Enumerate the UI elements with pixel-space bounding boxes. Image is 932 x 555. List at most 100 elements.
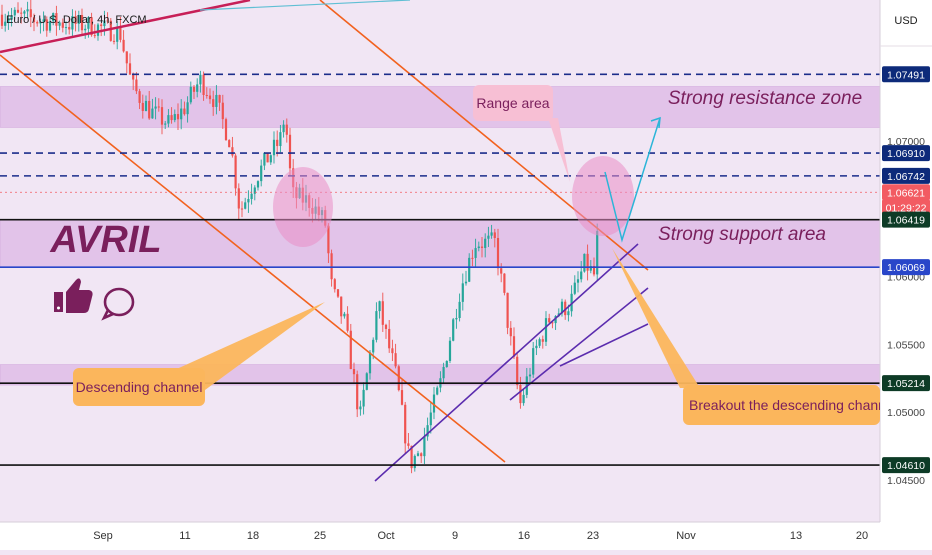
candle-body (436, 387, 439, 395)
candle-body (490, 232, 493, 236)
candle-body (138, 91, 141, 103)
candle-body (208, 95, 212, 100)
top-trendline (0, 0, 251, 54)
month-text: AVRIL (49, 219, 161, 261)
highlight-circle (572, 156, 634, 236)
x-tick-label: 20 (856, 530, 868, 542)
candle-body (452, 319, 455, 341)
candle-body (564, 301, 567, 316)
candle-body (29, 9, 32, 18)
candle-body (580, 271, 583, 280)
price-label-bg (882, 211, 930, 228)
candle-body (336, 289, 340, 297)
candle-body (570, 293, 573, 312)
speech-bubble-tail (101, 309, 114, 321)
candle-body (180, 108, 183, 120)
candle-body (157, 106, 160, 108)
candle-body (176, 114, 180, 120)
range-area-pointer (548, 118, 570, 182)
candle-body (484, 238, 487, 248)
trendline-1 (374, 243, 639, 482)
candle-body (96, 24, 100, 36)
price-label-bg (882, 259, 930, 276)
candle-body (404, 404, 407, 444)
candle-body (596, 230, 599, 275)
x-tick-label: Nov (676, 530, 696, 542)
candle-body (551, 322, 554, 324)
y-tick-label: 1.07000 (887, 136, 925, 148)
candle-body (250, 193, 253, 200)
candle-body (170, 115, 173, 121)
candle-body (80, 15, 84, 31)
price-label-text: 1.04610 (887, 460, 925, 472)
candle-body (116, 26, 119, 42)
candle-body (423, 436, 426, 457)
candle-body (535, 345, 538, 349)
candle-body (253, 187, 256, 194)
y-tick-label: 1.05000 (887, 407, 925, 419)
candle-body (32, 17, 36, 23)
candle-body (276, 139, 279, 147)
candle-body (13, 9, 16, 16)
price-label-bg (882, 457, 930, 474)
candle-body (109, 20, 112, 41)
candle-body (493, 232, 496, 239)
candle-body (333, 279, 336, 290)
candle-body (356, 374, 359, 410)
candle-body (26, 9, 29, 12)
candle-body (128, 63, 132, 75)
candle-body (413, 455, 416, 469)
candle-body (125, 51, 128, 64)
candle-body (496, 238, 500, 269)
candle-body (343, 313, 346, 317)
candle-body (151, 108, 154, 119)
candle-body (372, 339, 375, 353)
candle-body (445, 360, 448, 367)
candle-body (45, 19, 48, 31)
candle-body (560, 301, 564, 314)
candle-body (132, 74, 135, 80)
candle-body (388, 328, 391, 349)
price-label-bg (882, 167, 930, 184)
candle-body (112, 40, 116, 42)
candle-body (7, 19, 10, 22)
candle-body (391, 348, 394, 354)
candle-body (87, 17, 90, 29)
candle-body (100, 24, 103, 27)
candle-body (487, 235, 490, 239)
candle-body (576, 279, 580, 283)
candle-body (480, 246, 484, 248)
candle-body (16, 9, 20, 13)
breakout-pointer (612, 248, 700, 388)
breakout-label: Breakout the descending channel (683, 385, 880, 425)
candle-body (384, 324, 388, 329)
thumbs-up-icon (54, 278, 93, 313)
candle-body (368, 352, 372, 374)
price-label-bg (882, 199, 930, 216)
candle-body (461, 283, 464, 302)
candle-body (327, 225, 330, 254)
y-tick-label: 1.04500 (887, 475, 925, 487)
candle-body (471, 257, 474, 259)
x-tick-label: 16 (518, 530, 530, 542)
candle-body (52, 13, 55, 22)
candle-body (48, 21, 52, 31)
candle-body (349, 330, 352, 370)
candle-body (528, 374, 532, 377)
candle-body (215, 94, 218, 107)
candle-body (429, 412, 432, 426)
x-tick-label: 18 (247, 530, 259, 542)
forecast-path (604, 117, 661, 243)
annotations-layer: Strong resistance zone Strong support are… (49, 88, 862, 390)
candle-body (266, 152, 269, 163)
candle-body (237, 188, 240, 209)
candle-body (221, 102, 224, 120)
candle-body (205, 94, 208, 96)
channel-lower-line (0, 54, 506, 463)
x-tick-label: 13 (790, 530, 802, 542)
candle-body (186, 102, 189, 115)
candle-body (432, 394, 436, 413)
price-label-bg (882, 66, 930, 83)
